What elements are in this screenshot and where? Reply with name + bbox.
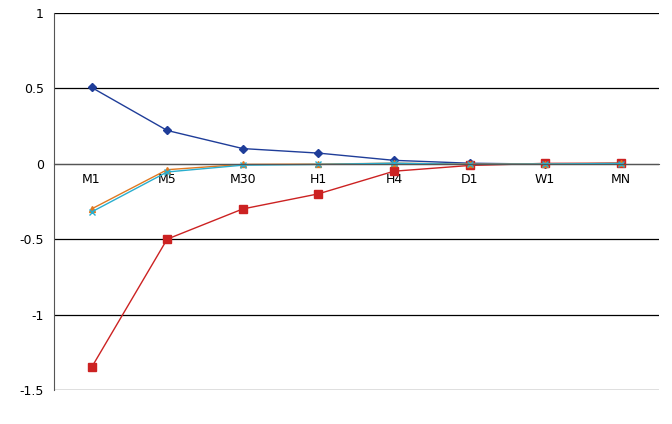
Upper — [314, 151, 323, 156]
Upper — [87, 85, 95, 90]
Center2 — [617, 161, 625, 166]
Center1 — [390, 161, 398, 166]
Line: Lower: Lower — [87, 159, 625, 371]
Upper — [541, 162, 549, 167]
Upper — [163, 128, 171, 133]
Lower — [163, 237, 171, 242]
Center2 — [87, 209, 95, 215]
Center1 — [314, 162, 323, 167]
Center1 — [617, 161, 625, 166]
Line: Center1: Center1 — [88, 160, 624, 212]
Center1 — [541, 161, 549, 166]
Upper — [239, 146, 247, 151]
Center1 — [466, 162, 474, 167]
Lower — [87, 365, 95, 370]
Center1 — [239, 162, 247, 167]
Lower — [541, 161, 549, 166]
Center1 — [87, 206, 95, 212]
Lower — [314, 191, 323, 196]
Lower — [239, 206, 247, 212]
Center2 — [163, 170, 171, 175]
Lower — [390, 169, 398, 174]
Center2 — [390, 161, 398, 166]
Upper — [617, 161, 625, 166]
Center2 — [314, 162, 323, 167]
Line: Center2: Center2 — [88, 160, 624, 215]
Upper — [390, 158, 398, 163]
Center2 — [541, 162, 549, 167]
Lower — [466, 163, 474, 168]
Center2 — [466, 162, 474, 167]
Lower — [617, 161, 625, 166]
Center1 — [163, 167, 171, 172]
Center2 — [239, 163, 247, 168]
Upper — [466, 161, 474, 166]
Line: Upper: Upper — [89, 85, 624, 167]
